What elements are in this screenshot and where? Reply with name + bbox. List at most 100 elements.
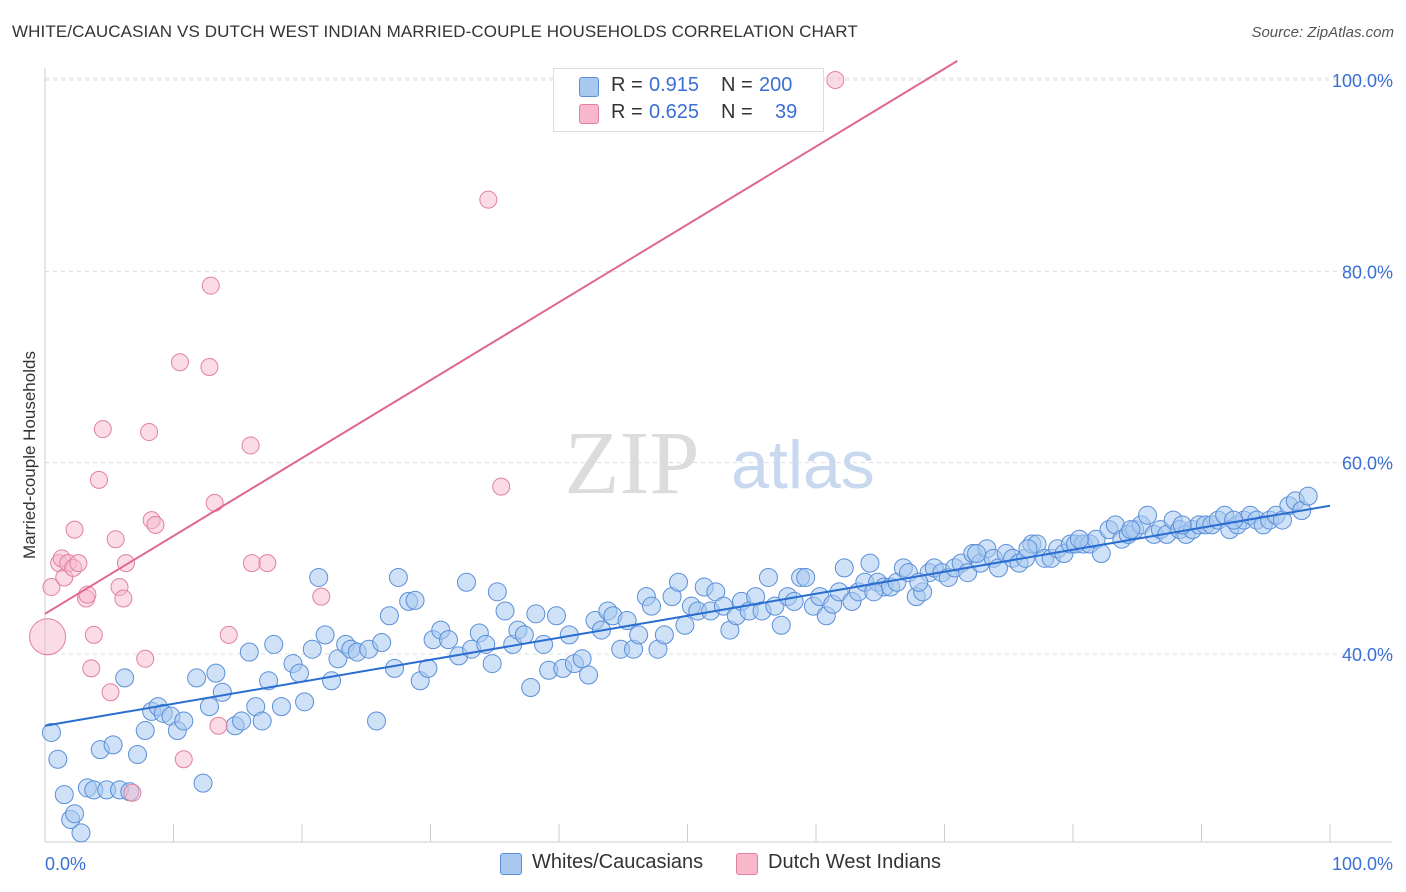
legend-n-label: N =	[721, 101, 753, 123]
point-whites	[289, 663, 309, 683]
trend-line-whites	[44, 504, 1331, 727]
point-dutch	[140, 423, 159, 442]
point-whites	[534, 634, 554, 654]
point-whites	[1121, 520, 1141, 540]
point-dutch	[312, 587, 331, 606]
point-dutch	[136, 649, 155, 668]
point-whites	[1069, 529, 1089, 549]
point-whites	[65, 804, 85, 824]
point-whites	[206, 663, 226, 683]
point-whites	[41, 722, 61, 742]
point-whites	[193, 773, 213, 793]
source-credit: Source: ZipAtlas.com	[1251, 24, 1394, 41]
point-dutch	[205, 493, 224, 512]
point-dutch	[82, 659, 101, 678]
point-whites	[372, 633, 392, 653]
point-whites	[295, 692, 315, 712]
legend-n-value: 39	[775, 101, 798, 123]
point-dutch	[123, 783, 142, 802]
chart-title: WHITE/CAUCASIAN VS DUTCH WEST INDIAN MAR…	[12, 22, 858, 41]
point-whites	[572, 649, 592, 669]
point-whites	[315, 625, 335, 645]
point-dutch	[201, 276, 220, 295]
point-whites	[48, 749, 68, 769]
trend-lines	[44, 60, 1331, 727]
point-whites	[367, 711, 387, 731]
y-tick-label: 40.0%	[1342, 645, 1393, 665]
point-whites	[642, 596, 662, 616]
point-whites	[654, 625, 674, 645]
point-dutch	[258, 554, 277, 573]
legend-r-value: 0.625	[649, 101, 700, 123]
point-whites	[967, 544, 987, 564]
point-dutch	[241, 436, 260, 455]
point-dutch	[174, 750, 193, 769]
point-dutch	[209, 716, 228, 735]
point-whites	[135, 721, 155, 741]
legend-swatch-whites	[579, 77, 599, 97]
legend-swatch-dutch	[579, 104, 599, 124]
point-whites	[264, 634, 284, 654]
point-whites	[526, 604, 546, 624]
bottom-legend-swatch-dutch	[736, 853, 758, 875]
point-whites	[796, 567, 816, 587]
point-whites	[438, 630, 458, 650]
correlation-legend: R = 0.915 N = 200 R = 0.625 N = 39	[553, 68, 824, 132]
point-whites	[128, 744, 148, 764]
point-whites	[579, 665, 599, 685]
y-tick-label: 100.0%	[1332, 71, 1393, 91]
y-axis-label: Married-couple Households	[20, 351, 39, 559]
point-whites	[309, 567, 329, 587]
x-tick-label-max: 100.0%	[1332, 854, 1393, 874]
trend-line-dutch	[44, 60, 958, 615]
point-dutch	[242, 554, 261, 573]
point-whites	[103, 735, 123, 755]
point-whites	[495, 601, 515, 621]
point-whites	[388, 567, 408, 587]
point-whites	[514, 625, 534, 645]
point-whites	[546, 606, 566, 626]
point-dutch	[42, 578, 61, 597]
point-whites	[834, 558, 854, 578]
legend-n-label: N =	[721, 74, 753, 96]
series-dutch-points	[29, 71, 845, 802]
point-whites	[1091, 544, 1111, 564]
point-whites	[860, 553, 880, 573]
point-whites	[252, 711, 272, 731]
point-whites	[187, 668, 207, 688]
point-dutch	[170, 353, 189, 372]
point-whites	[271, 697, 291, 717]
point-dutch	[29, 618, 67, 656]
legend-r-label: R =	[611, 74, 643, 96]
point-whites	[199, 697, 219, 717]
point-whites	[174, 711, 194, 731]
point-dutch	[93, 420, 112, 439]
watermark-zip: ZIP	[565, 414, 700, 513]
watermark: ZIP atlas	[565, 414, 875, 513]
point-whites	[482, 654, 502, 674]
point-dutch	[65, 520, 84, 539]
point-dutch	[200, 358, 219, 376]
point-dutch	[101, 683, 120, 702]
point-whites	[1298, 486, 1318, 506]
point-whites	[259, 671, 279, 691]
legend-r-value: 0.915	[649, 74, 700, 96]
y-tick-labels: 40.0% 60.0% 80.0% 100.0%	[1332, 71, 1393, 665]
point-whites	[115, 668, 135, 688]
point-whites	[771, 615, 791, 635]
point-whites	[379, 606, 399, 626]
point-dutch	[146, 515, 165, 534]
point-whites	[629, 625, 649, 645]
point-whites	[487, 582, 507, 602]
point-whites	[669, 572, 689, 592]
point-whites	[758, 567, 778, 587]
legend-n-value: 200	[759, 74, 793, 96]
point-dutch	[219, 625, 238, 644]
point-whites	[71, 823, 91, 843]
bottom-legend-swatch-whites	[500, 853, 522, 875]
x-tick-labels: 0.0% 100.0%	[45, 854, 1393, 874]
point-dutch	[89, 470, 108, 489]
point-dutch	[826, 71, 845, 89]
point-whites	[385, 658, 405, 678]
watermark-atlas: atlas	[731, 427, 875, 503]
